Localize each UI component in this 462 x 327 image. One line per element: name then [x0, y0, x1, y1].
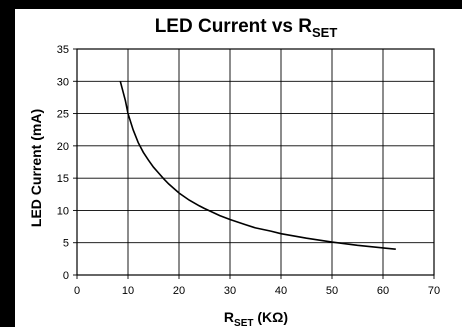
x-axis-label-sub: SET: [234, 318, 253, 327]
grid: [73, 48, 435, 279]
x-tick-label: 50: [326, 285, 338, 297]
x-axis-label-unit: (KΩ): [254, 309, 289, 325]
y-tick-labels: 0 5 10 15 20 25 30 35: [57, 44, 69, 282]
x-tick-label: 0: [74, 285, 80, 297]
chart-title-main: LED Current vs R: [155, 16, 313, 37]
x-tick-label: 20: [173, 285, 185, 297]
y-axis-label: LED Current (mA): [28, 109, 44, 227]
x-tick-label: 30: [224, 285, 236, 297]
x-tick-label: 10: [122, 285, 134, 297]
x-tick-label: 40: [275, 285, 287, 297]
y-tick-label: 15: [57, 173, 69, 185]
y-tick-label: 5: [63, 238, 69, 250]
top-band: [0, 0, 462, 9]
chart-title-sub: SET: [312, 25, 337, 40]
x-axis-label-main: R: [224, 309, 234, 325]
chart-title: LED Current vs RSET: [155, 16, 338, 40]
y-tick-label: 25: [57, 109, 69, 121]
y-tick-label: 30: [57, 76, 69, 88]
x-axis-label: RSET (KΩ): [224, 309, 288, 327]
plot-area: [76, 48, 435, 276]
left-band: [0, 0, 15, 327]
y-tick-label: 35: [57, 44, 69, 56]
y-tick-label: 20: [57, 141, 69, 153]
x-tick-labels: 0 10 20 30 40 50 60 70: [74, 285, 440, 297]
x-tick-label: 60: [377, 285, 389, 297]
series-line: [119, 81, 396, 250]
y-tick-label: 10: [57, 205, 69, 217]
y-tick-label: 0: [63, 270, 69, 282]
x-tick-label: 70: [428, 285, 440, 297]
